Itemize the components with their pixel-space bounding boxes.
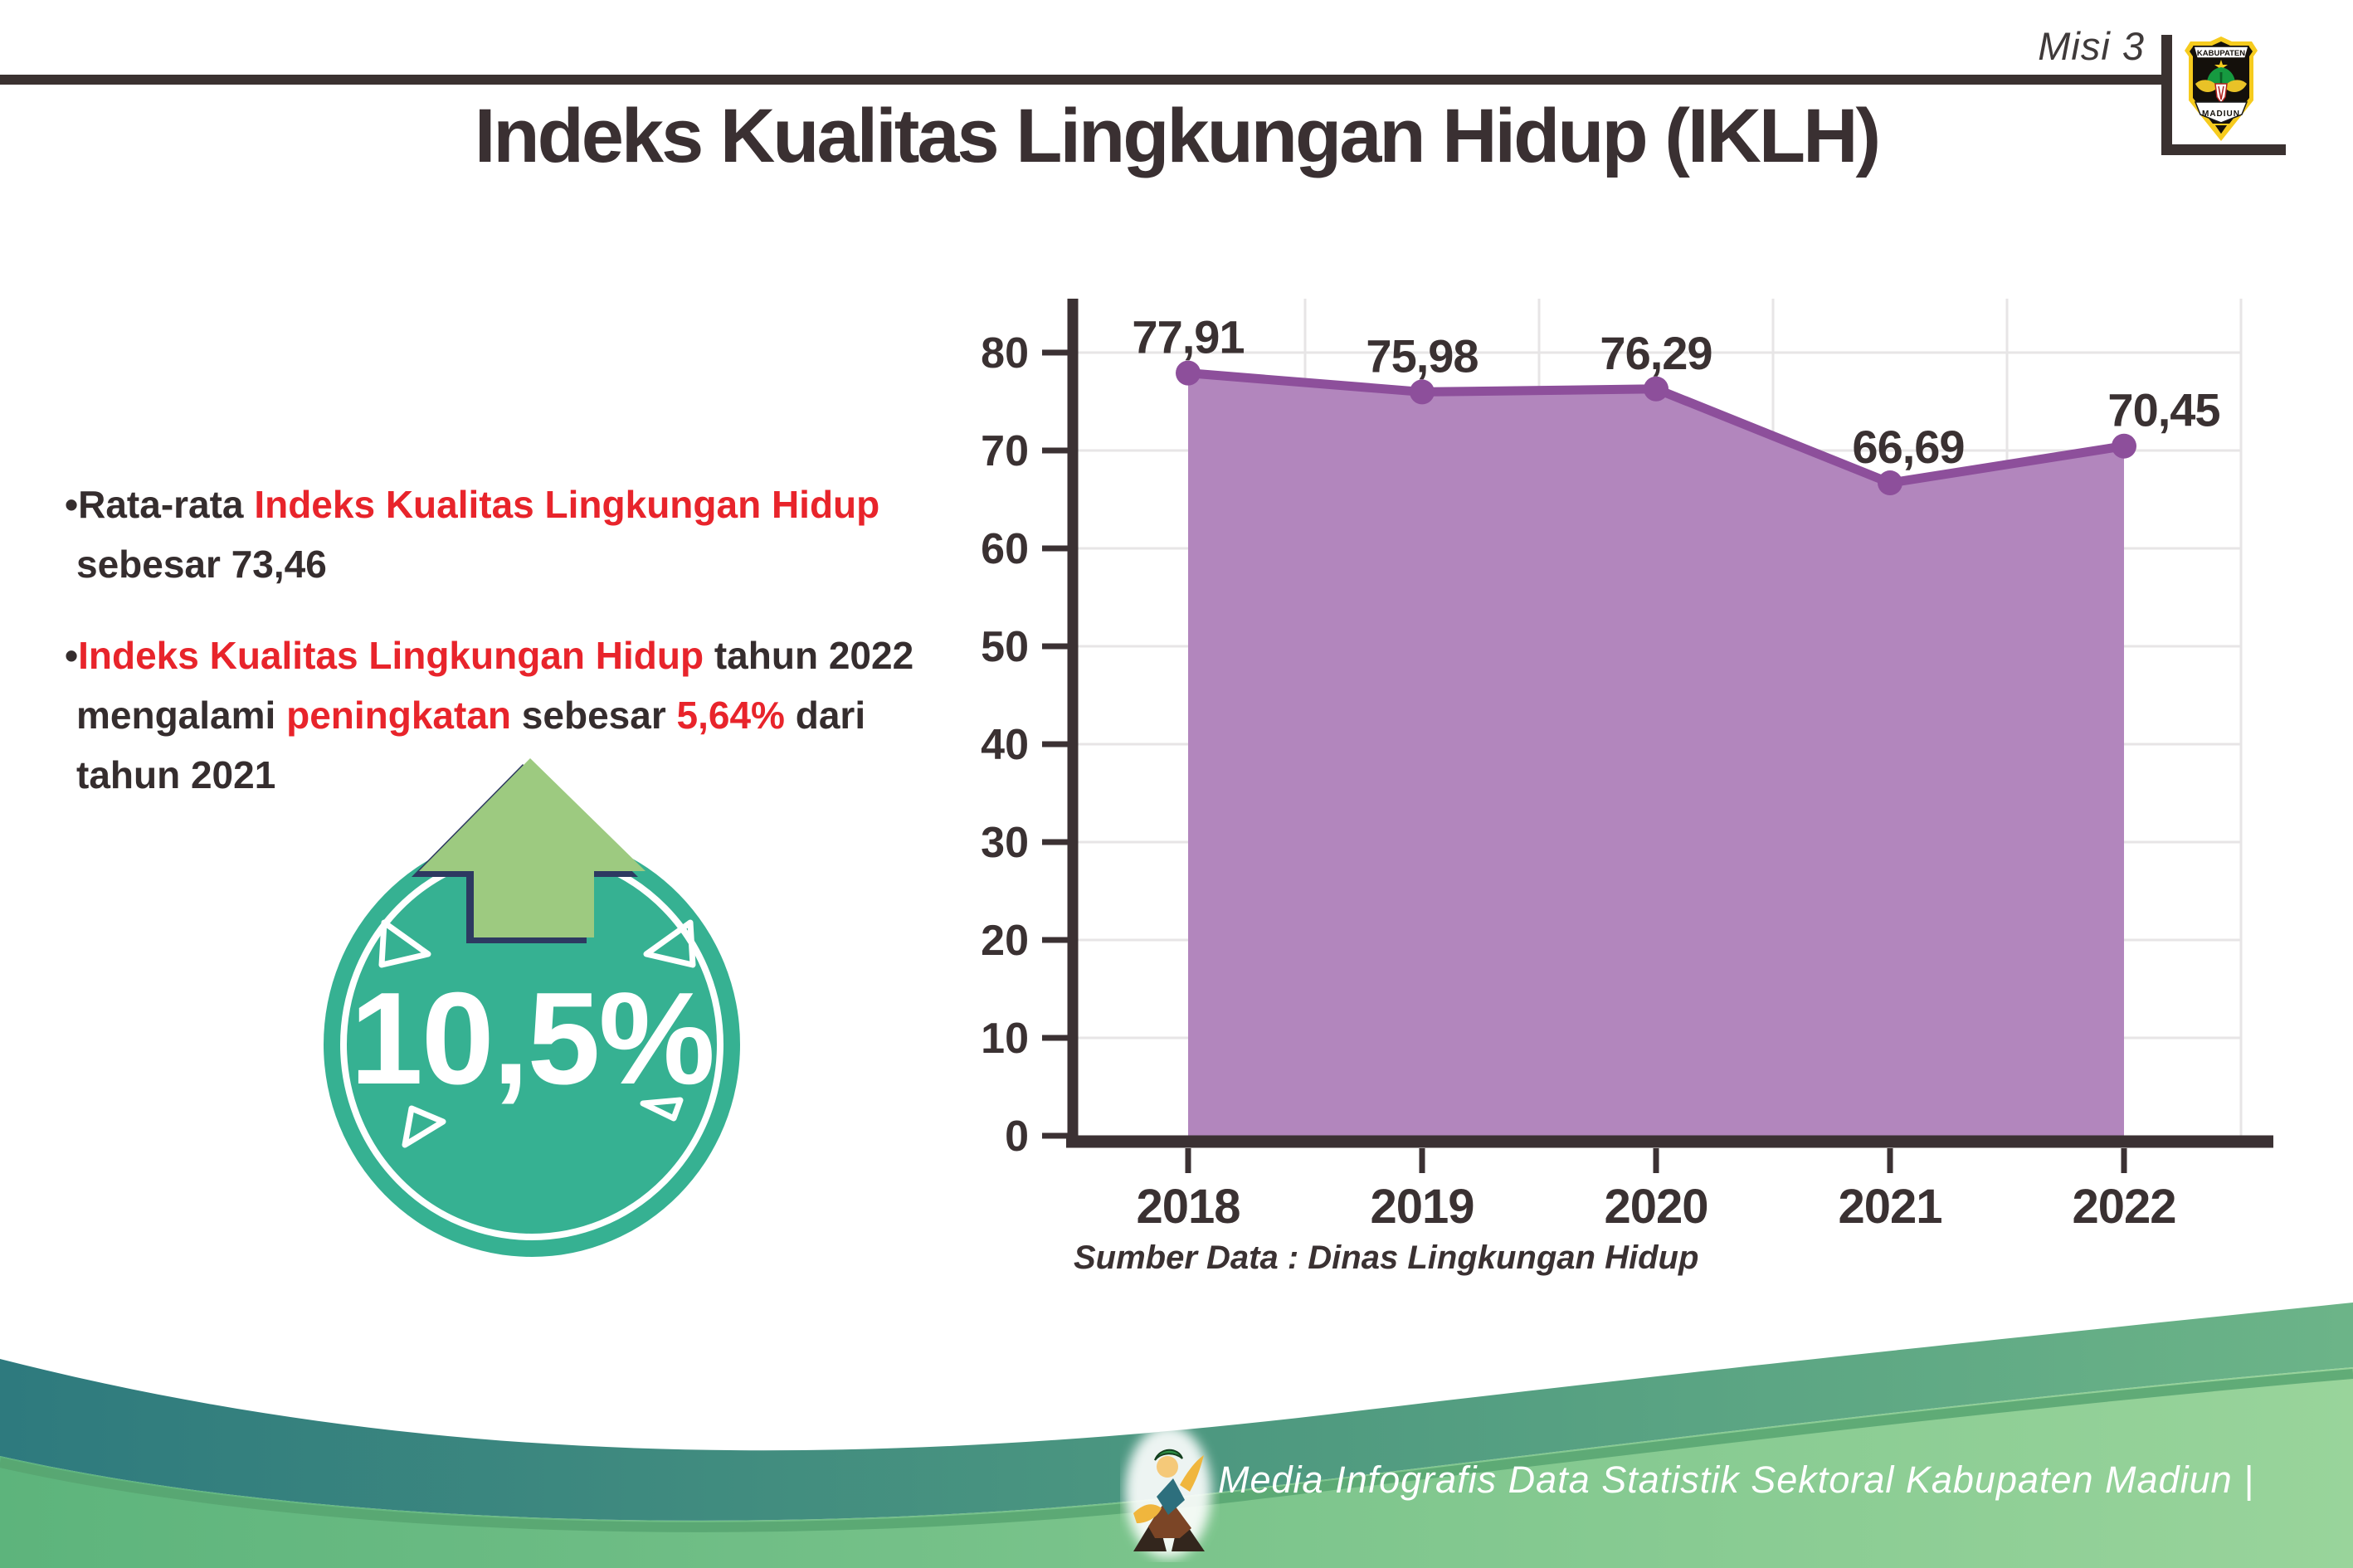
y-tick-label: 20 <box>981 917 1029 965</box>
logo-center-shield <box>2214 83 2228 105</box>
y-tick-label: 70 <box>981 427 1029 475</box>
badge-value: 10,5% <box>350 966 714 1112</box>
y-tick-label: 80 <box>981 329 1029 377</box>
data-value-label: 75,98 <box>1366 329 1478 382</box>
x-category-label: 2022 <box>2072 1180 2175 1234</box>
bullet-marker: • <box>65 483 79 526</box>
y-tick-label: 30 <box>981 819 1029 867</box>
data-point <box>1644 376 1669 402</box>
x-category-label: 2019 <box>1370 1180 1474 1234</box>
bullet2-highlight2: peningkatan <box>286 694 512 737</box>
y-tick-label: 60 <box>981 525 1029 573</box>
badge-triangle-accent <box>640 1097 684 1122</box>
data-value-label: 66,69 <box>1852 421 1964 473</box>
iklh-area-chart: 0 10 20 30 40 50 60 70 80 2018 2019 2020 2021 2022 77,… <box>981 299 2273 1234</box>
bullet2-text1: tahun 2022 <box>704 634 914 677</box>
data-point <box>2112 433 2136 459</box>
bullet1-text: Rata-rata <box>78 483 255 526</box>
x-category-label: 2018 <box>1136 1180 1240 1234</box>
kabupaten-madiun-logo: KABUPATEN MADIUN <box>2185 37 2258 141</box>
data-point <box>1176 360 1201 386</box>
data-point <box>1410 379 1435 405</box>
bullet-increase-2022: •Indeks Kualitas Lingkungan Hidup tahun … <box>65 626 1077 805</box>
bullet-average-iklh: •Rata-rata Indeks Kualitas Lingkungan Hi… <box>65 475 1077 594</box>
footer-edge-line <box>0 1369 2353 1532</box>
mascot-head <box>1157 1456 1178 1478</box>
increase-badge: 10,5% <box>324 758 740 1257</box>
y-tick-label: 50 <box>981 623 1029 671</box>
footer-wave <box>0 1303 2353 1568</box>
bullet1-highlight: Indeks Kualitas Lingkungan Hidup <box>254 483 880 526</box>
summary-bullets: •Rata-rata Indeks Kualitas Lingkungan Hi… <box>65 475 1077 836</box>
data-point <box>1878 470 1902 496</box>
source-note: Sumber Data : Dinas Lingkungan Hidup <box>1074 1239 1699 1276</box>
bullet2-text4: dari <box>784 694 866 737</box>
bullet2-text5: tahun 2021 <box>76 753 276 796</box>
bullet2-text3: sebesar <box>511 694 677 737</box>
data-value-label: 76,29 <box>1600 327 1712 379</box>
logo-center-shield-detail <box>2218 85 2224 100</box>
mascot-sash <box>1157 1478 1185 1515</box>
bullet-marker: • <box>65 634 79 677</box>
x-category-label: 2021 <box>1838 1180 1941 1234</box>
logo-frame-vertical <box>2161 35 2172 155</box>
logo-bottom-banner <box>2194 101 2248 124</box>
bullet2-highlight1: Indeks Kualitas Lingkungan Hidup <box>78 634 704 677</box>
header-rule <box>0 75 2161 85</box>
badge-circle <box>324 832 740 1257</box>
footer-green-area <box>0 1367 2353 1568</box>
logo-right-wing-icon <box>2224 80 2247 92</box>
badge-triangle-accent <box>402 1105 446 1148</box>
misi-label: Misi 3 <box>2038 24 2145 68</box>
badge-triangle-accent <box>643 919 696 968</box>
logo-base-emblem <box>2212 124 2230 137</box>
y-tick-label: 40 <box>981 721 1029 769</box>
mascot-leaf-hat-icon <box>1154 1449 1183 1461</box>
footer-caption: Media Infografis Data Statistik Sektoral… <box>1218 1458 2254 1501</box>
mascot-extended-arm <box>1133 1504 1162 1523</box>
page-title: Indeks Kualitas Lingkungan Hidup (IKLH) <box>474 94 1881 178</box>
mascot-skirt <box>1148 1497 1191 1538</box>
area-fill <box>1188 373 2124 1136</box>
badge-triangle-accent <box>378 919 431 968</box>
logo-top-banner-text: KABUPATEN <box>2197 49 2245 58</box>
bullet2-text2: mengalami <box>76 694 287 737</box>
data-value-label: 70,45 <box>2107 384 2219 436</box>
logo-left-wing-icon <box>2195 80 2218 92</box>
data-value-label: 77,91 <box>1132 311 1244 363</box>
y-tick-label: 0 <box>1005 1113 1029 1161</box>
statistics-mascot-icon <box>1125 1425 1211 1558</box>
footer-teal-band <box>0 1303 2353 1521</box>
up-arrow-icon <box>419 758 645 937</box>
bullet2-highlight3: 5,64% <box>676 694 785 737</box>
logo-star-icon <box>2214 60 2228 72</box>
bullet1-text2: sebesar 73,46 <box>76 543 327 586</box>
logo-frame-horizontal <box>2161 144 2286 155</box>
logo-top-banner <box>2193 46 2249 59</box>
y-tick-label: 10 <box>981 1015 1029 1063</box>
mascot-raised-arm <box>1180 1455 1204 1492</box>
logo-bottom-banner-text: MADIUN <box>2202 110 2240 119</box>
x-category-label: 2020 <box>1604 1180 1708 1234</box>
